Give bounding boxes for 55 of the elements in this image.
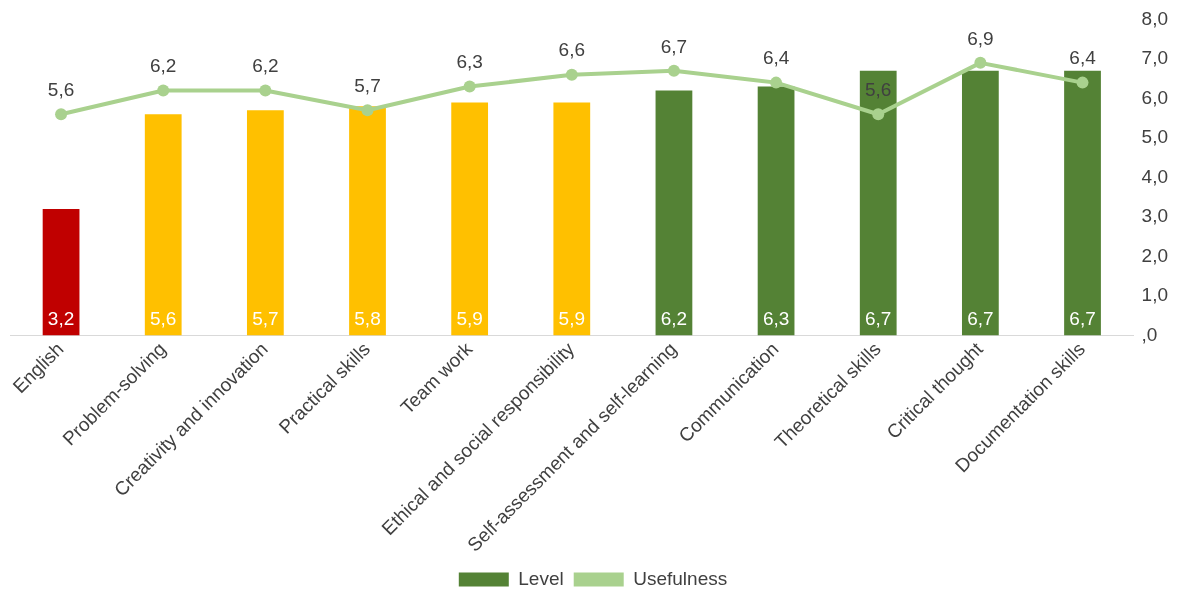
y-tick-label: 5,0 [1141, 126, 1169, 148]
data-label: 6,7 [660, 35, 688, 57]
data-label: 6,7 [967, 308, 994, 330]
data-label: 3,2 [47, 308, 75, 330]
bar [553, 102, 591, 336]
point [361, 104, 374, 117]
bar [144, 114, 182, 336]
bar [961, 70, 999, 336]
data-label: 5,6 [47, 78, 75, 100]
point [259, 84, 272, 97]
y-tick-label: 8,0 [1141, 7, 1169, 29]
data-label: 5,7 [252, 308, 279, 330]
point [1076, 76, 1089, 89]
bar [349, 106, 386, 336]
bar [246, 110, 284, 336]
y-tick-label: 1,0 [1141, 284, 1169, 306]
y-tick-label: 7,0 [1141, 47, 1169, 69]
data-label: 6,7 [865, 308, 892, 330]
data-label: 5,7 [354, 75, 381, 97]
point [974, 56, 987, 69]
point [157, 84, 170, 97]
bar [757, 86, 795, 336]
y-tick-label: 2,0 [1141, 244, 1169, 266]
data-label: 6,7 [1069, 308, 1096, 330]
point [55, 108, 68, 121]
bar [42, 209, 80, 336]
point [872, 108, 885, 121]
legend-label: Level [518, 567, 564, 589]
data-label: 5,8 [354, 308, 381, 330]
legend-label: Usefulness [633, 567, 728, 589]
data-label: 6,9 [967, 27, 994, 49]
point [565, 68, 578, 81]
point [770, 76, 783, 89]
data-label: 6,2 [150, 55, 177, 77]
data-label: 6,3 [456, 51, 483, 73]
data-label: 5,6 [150, 308, 177, 330]
data-label: 6,4 [762, 47, 790, 69]
data-label: 6,2 [660, 308, 688, 330]
data-label: 5,9 [456, 308, 483, 330]
data-label: 6,4 [1069, 47, 1097, 69]
data-label: 5,9 [558, 308, 585, 330]
bar [451, 102, 489, 336]
y-tick-label: 6,0 [1141, 86, 1169, 108]
point [463, 80, 476, 93]
y-tick-label: ,0 [1141, 323, 1158, 345]
data-label: 5,6 [865, 78, 892, 100]
data-label: 6,3 [762, 308, 790, 330]
point [667, 64, 680, 77]
bar [1064, 70, 1101, 336]
bar [655, 90, 693, 336]
data-label: 6,2 [252, 55, 279, 77]
y-tick-label: 4,0 [1141, 165, 1169, 187]
data-label: 6,6 [558, 39, 585, 61]
bar [859, 70, 897, 336]
y-tick-label: 3,0 [1141, 205, 1169, 227]
